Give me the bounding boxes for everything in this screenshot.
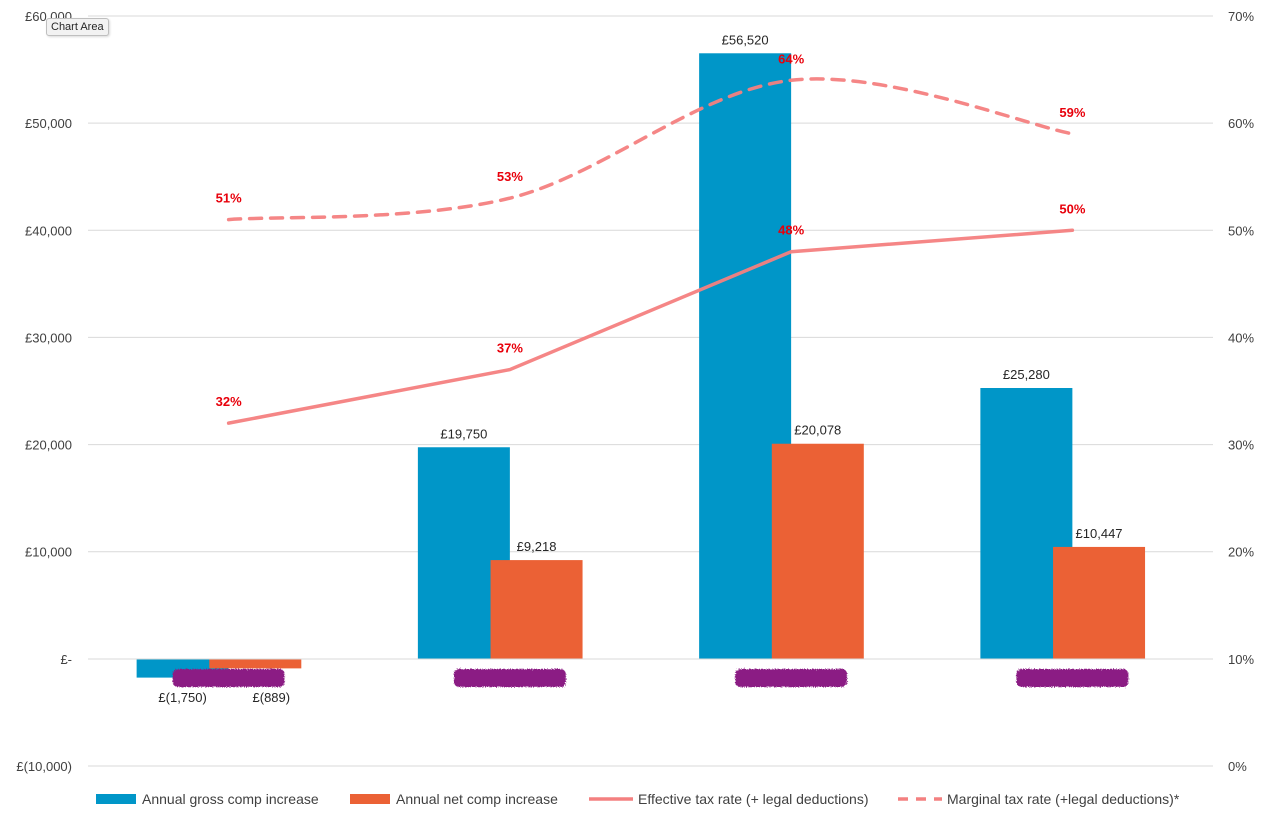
right-tick-label: 60%	[1228, 116, 1254, 131]
right-tick-label: 40%	[1228, 330, 1254, 345]
left-tick-label: £50,000	[25, 116, 72, 131]
left-axis: £(10,000) £- £10,000 £20,000 £30,000 £40,000 £…	[16, 9, 72, 774]
bar-data-label: £(889)	[253, 690, 291, 705]
bar-data-label: £20,078	[794, 423, 841, 438]
line-data-label: 48%	[778, 223, 804, 238]
left-tick-label: £10,000	[25, 545, 72, 560]
legend: Annual gross comp increase Annual net com…	[96, 791, 1180, 807]
legend-label: Marginal tax rate (+legal deductions)*	[947, 791, 1180, 807]
line-data-label: 64%	[778, 51, 804, 66]
line-data-label: 53%	[497, 169, 523, 184]
bar-data-label: £10,447	[1076, 526, 1123, 541]
line-data-label: 32%	[216, 394, 242, 409]
left-tick-label: £40,000	[25, 223, 72, 238]
gridlines	[88, 15, 1213, 767]
line-data-label: 59%	[1059, 105, 1085, 120]
left-tick-label: £30,000	[25, 330, 72, 345]
right-tick-label: 70%	[1228, 9, 1254, 24]
right-axis: 0% 10% 20% 30% 40% 50% 60% 70%	[1228, 9, 1254, 774]
bar-series[interactable]: £(1,750) £19,750 £56,520 £25,280 £(889) £9,21…	[136, 32, 1146, 705]
chart-area-tooltip: Chart Area	[46, 18, 109, 36]
bar-data-label: £9,218	[517, 539, 557, 554]
left-tick-label: £-	[60, 652, 72, 667]
right-tick-label: 30%	[1228, 438, 1254, 453]
bar[interactable]	[771, 443, 864, 659]
legend-label: Annual net comp increase	[396, 791, 558, 807]
line-data-label: 37%	[497, 341, 523, 356]
bar-data-label: £25,280	[1003, 367, 1050, 382]
legend-label: Effective tax rate (+ legal deductions)	[638, 791, 868, 807]
right-tick-label: 20%	[1228, 545, 1254, 560]
line-series-path[interactable]	[226, 77, 1075, 222]
legend-swatch	[96, 794, 136, 804]
line-series-path[interactable]	[226, 228, 1075, 425]
redaction-mark	[172, 669, 285, 687]
right-tick-label: 0%	[1228, 759, 1247, 774]
bar[interactable]	[1053, 546, 1146, 659]
legend-label: Annual gross comp increase	[142, 791, 319, 807]
redaction-mark	[735, 669, 848, 687]
legend-swatch	[350, 794, 390, 804]
bar[interactable]	[490, 560, 583, 659]
left-tick-label: £(10,000)	[16, 759, 72, 774]
bar-data-label: £56,520	[722, 32, 769, 47]
left-tick-label: £20,000	[25, 438, 72, 453]
line-data-label: 50%	[1059, 201, 1085, 216]
bar-data-label: £19,750	[440, 426, 487, 441]
redaction-mark	[453, 669, 566, 687]
bar[interactable]	[209, 658, 302, 669]
bar-data-label: £(1,750)	[158, 690, 206, 705]
right-tick-label: 10%	[1228, 652, 1254, 667]
redaction-mark	[1016, 669, 1129, 687]
right-tick-label: 50%	[1228, 223, 1254, 238]
line-data-label: 51%	[216, 191, 242, 206]
redacted-category-labels	[172, 669, 1129, 687]
line-series[interactable]: 32% 37% 48% 50% 51% 53% 64% 59%	[216, 51, 1086, 425]
